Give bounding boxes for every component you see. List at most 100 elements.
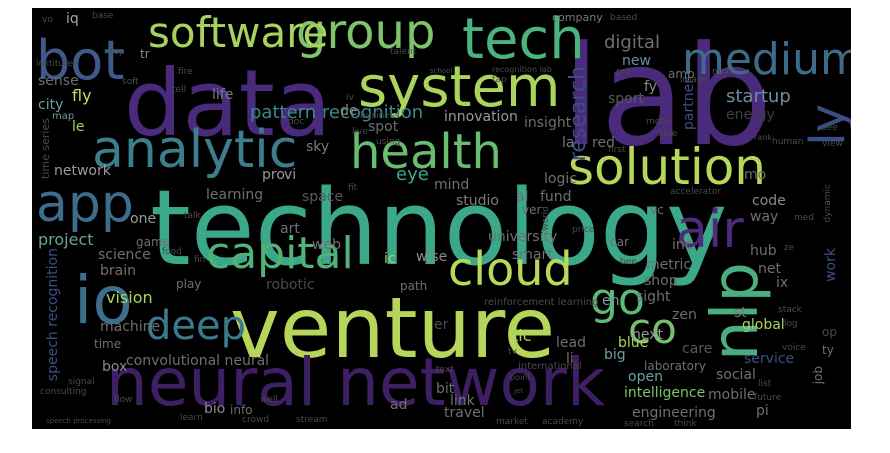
- word-first: first: [608, 145, 626, 155]
- word-cloud: cloud: [448, 242, 573, 296]
- word-lead: lead: [556, 335, 586, 351]
- word-international: international: [518, 361, 582, 372]
- word-mob: mob: [712, 67, 732, 77]
- word-data: data: [124, 50, 332, 157]
- word-ver: ver: [522, 203, 542, 217]
- word-la: la: [562, 135, 575, 151]
- word-meta: meta: [646, 117, 670, 127]
- word-mo: mo: [744, 167, 767, 183]
- word-crowd: crowd: [242, 415, 270, 425]
- word-learning: learning: [206, 187, 264, 203]
- word-service: service: [744, 351, 795, 367]
- word-map: map: [52, 111, 75, 122]
- word-sense: sense: [38, 73, 79, 89]
- word-work: work: [823, 248, 839, 282]
- word-voice: voice: [782, 343, 806, 353]
- word-vc: vc: [650, 203, 664, 217]
- word-one: one: [130, 211, 157, 227]
- word-startup: startup: [726, 86, 791, 107]
- word-pre: pre: [616, 67, 631, 77]
- word-op: op: [822, 325, 837, 339]
- word-software: software: [148, 8, 329, 57]
- word-sky: sky: [306, 139, 330, 155]
- word-sight: sight: [636, 289, 671, 305]
- word-med: med: [794, 213, 815, 223]
- word-co: co: [628, 304, 677, 353]
- word-insight: insight: [524, 115, 572, 131]
- word-smart: smart: [512, 247, 553, 263]
- word-big: big: [604, 347, 626, 363]
- word-tech: tech: [462, 8, 585, 72]
- word-log: log: [784, 319, 798, 329]
- word-spot: spot: [368, 119, 399, 135]
- word-machine: machine: [100, 319, 161, 335]
- word-pattern-recognition: pattern recognition: [250, 102, 424, 123]
- word-time: time: [94, 337, 122, 351]
- word-stack: stack: [778, 305, 802, 315]
- word-pro: pro: [262, 167, 285, 183]
- word-view: view: [822, 139, 843, 149]
- word-network: network: [54, 163, 111, 179]
- word-info: info: [230, 403, 253, 417]
- word-doc: doc: [288, 117, 305, 127]
- word-web: web: [312, 237, 341, 253]
- word-fit: fit: [348, 183, 358, 193]
- word-venture: venture: [230, 279, 556, 377]
- word-group: group: [296, 8, 436, 60]
- word-metric: metric: [646, 257, 692, 273]
- word-social: social: [716, 367, 756, 383]
- word-soft: soft: [122, 77, 139, 87]
- word-search: search: [624, 419, 654, 429]
- word-hub: hub: [750, 243, 777, 259]
- word-innovation: innovation: [444, 109, 518, 125]
- word-consulting: consulting: [40, 387, 87, 397]
- word-en: en: [602, 293, 620, 309]
- word-code: code: [752, 193, 786, 209]
- word-lab: lab: [562, 16, 773, 177]
- word-bee: bee: [620, 257, 637, 267]
- word-iq: iq: [66, 11, 79, 27]
- word-go: go: [590, 274, 645, 325]
- word-laboratory: laboratory: [644, 359, 707, 373]
- word-space: space: [302, 189, 344, 205]
- word-zen: zen: [672, 307, 697, 323]
- word-art: art: [280, 221, 300, 237]
- word-le: le: [72, 119, 85, 135]
- word-tap: tap: [492, 75, 507, 85]
- word-convolutional-neural: convolutional neural: [126, 353, 270, 369]
- word-learn: learn: [180, 413, 203, 423]
- word-wise: wise: [416, 249, 448, 265]
- word-er: er: [434, 317, 449, 333]
- word-institute: institute: [36, 59, 74, 69]
- word-tic: tic: [512, 326, 532, 345]
- word-price: price: [572, 225, 595, 235]
- word-rank: rank: [754, 133, 772, 142]
- word-shop: shop: [644, 273, 678, 289]
- word-de: de: [340, 103, 358, 119]
- word-bot: bot: [36, 29, 125, 92]
- word-ty: ty: [822, 343, 834, 357]
- word-li: li: [566, 351, 574, 367]
- word-using: using: [376, 137, 401, 147]
- word-vi: vi: [284, 167, 297, 183]
- word-bit: bit: [436, 381, 455, 397]
- word-top: top: [110, 47, 125, 57]
- word-iv: iv: [346, 93, 354, 103]
- word-sport: sport: [608, 91, 644, 107]
- word-red: red: [592, 135, 615, 151]
- word-health: health: [350, 124, 502, 180]
- word-text: text: [436, 365, 454, 375]
- word-play: play: [176, 277, 202, 291]
- word-travel: travel: [444, 405, 485, 421]
- word-flow: flow: [114, 395, 133, 405]
- word-science: science: [98, 247, 151, 263]
- word-base: base: [92, 11, 114, 21]
- word-see: see: [822, 123, 838, 133]
- word-technology: technology: [150, 167, 728, 289]
- word-fly: fly: [72, 86, 92, 105]
- word-system: system: [358, 55, 561, 120]
- word-mind: mind: [434, 177, 470, 193]
- word-jet: jet: [514, 387, 523, 395]
- word-food: food: [162, 247, 182, 257]
- word-company: company: [552, 11, 603, 24]
